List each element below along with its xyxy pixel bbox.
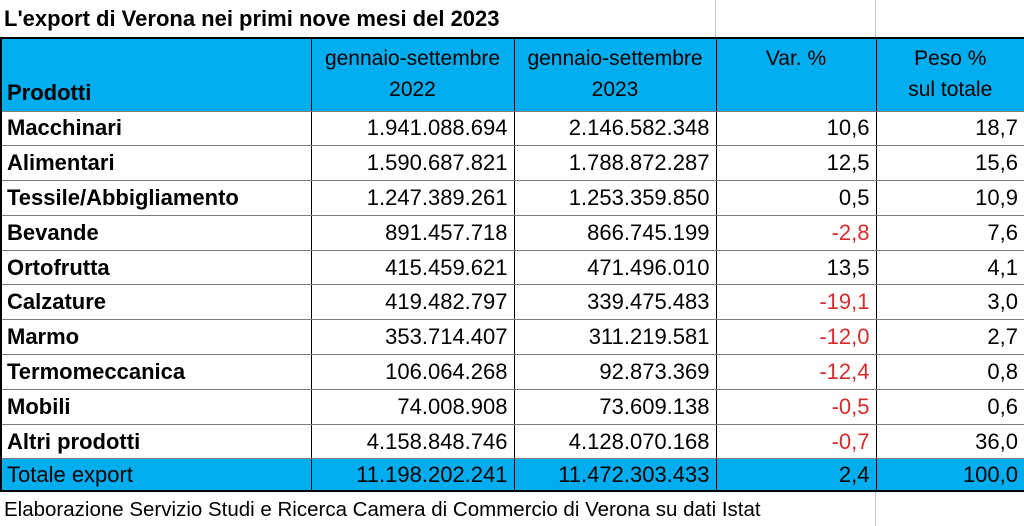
total-variation-cell: 2,4 <box>715 458 877 492</box>
weight-cell: 2,7 <box>875 319 1024 356</box>
col-header-variation: Var. % <box>715 37 877 112</box>
product-cell: Marmo <box>0 319 312 356</box>
col-header-2023-line2: 2023 <box>591 78 639 101</box>
value-2023-cell: 339.475.483 <box>513 284 717 321</box>
page-title: L'export di Verona nei primi nove mesi d… <box>4 5 500 31</box>
product-cell: Mobili <box>0 388 312 425</box>
weight-cell: 36,0 <box>875 423 1024 460</box>
variation-cell: 0,5 <box>715 180 877 216</box>
value-2022-cell: 353.714.407 <box>310 319 515 356</box>
value-2022-cell: 1.941.088.694 <box>310 110 515 147</box>
product-cell: Calzature <box>0 284 312 321</box>
variation-cell: 12,5 <box>715 145 877 182</box>
total-weight-cell: 100,0 <box>875 458 1024 492</box>
col-header-2022: gennaio-settembre 2022 <box>310 37 515 112</box>
variation-cell: -2,8 <box>715 214 877 251</box>
value-2023-cell: 1.253.359.850 <box>513 180 717 216</box>
total-row: Totale export 11.198.202.241 11.472.303.… <box>0 458 1024 492</box>
table-row: Calzature 419.482.797 339.475.483 -19,1 3,0 <box>0 284 1024 321</box>
col-header-2023-line1: gennaio-settembre <box>527 47 703 70</box>
gridline-vertical <box>875 491 876 526</box>
value-2023-cell: 1.788.872.287 <box>513 145 717 182</box>
col-header-weight-line2: sul totale <box>908 78 993 101</box>
product-cell: Ortofrutta <box>0 249 312 286</box>
product-cell: Bevande <box>0 214 312 251</box>
col-header-weight: Peso % sul totale <box>875 37 1024 112</box>
product-cell: Termomeccanica <box>0 354 312 390</box>
table-row: Tessile/Abbigliamento 1.247.389.261 1.253.… <box>0 180 1024 216</box>
weight-cell: 0,6 <box>875 388 1024 425</box>
weight-cell: 18,7 <box>875 110 1024 147</box>
value-2022-cell: 1.590.687.821 <box>310 145 515 182</box>
table-row: Marmo 353.714.407 311.219.581 -12,0 2,7 <box>0 319 1024 356</box>
product-cell: Alimentari <box>0 145 312 182</box>
value-2023-cell: 471.496.010 <box>513 249 717 286</box>
header-row: Prodotti gennaio-settembre 2022 gennaio-… <box>0 37 1024 112</box>
variation-cell: -12,0 <box>715 319 877 356</box>
value-2022-cell: 106.064.268 <box>310 354 515 390</box>
col-header-2022-line2: 2022 <box>389 78 436 101</box>
col-header-2022-line1: gennaio-settembre <box>324 47 501 70</box>
col-header-prodotti: Prodotti <box>0 37 312 112</box>
product-cell: Macchinari <box>0 110 312 147</box>
table-row: Macchinari 1.941.088.694 2.146.582.348 10,6… <box>0 110 1024 147</box>
weight-cell: 3,0 <box>875 284 1024 321</box>
table-row: Bevande 891.457.718 866.745.199 -2,8 7,6 <box>0 214 1024 251</box>
weight-cell: 0,8 <box>875 354 1024 390</box>
value-2022-cell: 891.457.718 <box>310 214 515 251</box>
variation-cell: 10,6 <box>715 110 877 147</box>
weight-cell: 10,9 <box>875 180 1024 216</box>
weight-cell: 4,1 <box>875 249 1024 286</box>
value-2023-cell: 73.609.138 <box>513 388 717 425</box>
weight-cell: 7,6 <box>875 214 1024 251</box>
source-note: Elaborazione Servizio Studi e Ricerca Ca… <box>4 497 761 521</box>
value-2022-cell: 1.247.389.261 <box>310 180 515 216</box>
table-row: Ortofrutta 415.459.621 471.496.010 13,5 4,1 <box>0 249 1024 286</box>
weight-cell: 15,6 <box>875 145 1024 182</box>
table-body: Macchinari 1.941.088.694 2.146.582.348 10,6… <box>0 110 1024 460</box>
value-2022-cell: 415.459.621 <box>310 249 515 286</box>
variation-cell: -0,5 <box>715 388 877 425</box>
table-row: Termomeccanica 106.064.268 92.873.369 -12,4… <box>0 354 1024 390</box>
variation-cell: -19,1 <box>715 284 877 321</box>
gridline-vertical <box>715 0 716 37</box>
table-row: Altri prodotti 4.158.848.746 4.128.070.168… <box>0 423 1024 460</box>
title-row: L'export di Verona nei primi nove mesi d… <box>0 0 1024 37</box>
total-value-2022-cell: 11.198.202.241 <box>310 458 515 492</box>
value-2023-cell: 2.146.582.348 <box>513 110 717 147</box>
table-row: Mobili 74.008.908 73.609.138 -0,5 0,6 <box>0 388 1024 425</box>
col-header-variation-label: Var. % <box>765 47 827 70</box>
value-2022-cell: 419.482.797 <box>310 284 515 321</box>
value-2023-cell: 92.873.369 <box>513 354 717 390</box>
value-2022-cell: 74.008.908 <box>310 388 515 425</box>
value-2022-cell: 4.158.848.746 <box>310 423 515 460</box>
source-note-row: Elaborazione Servizio Studi e Ricerca Ca… <box>0 491 1024 526</box>
product-cell: Tessile/Abbigliamento <box>0 180 312 216</box>
variation-cell: -0,7 <box>715 423 877 460</box>
product-cell: Altri prodotti <box>0 423 312 460</box>
table-total-body: Totale export 11.198.202.241 11.472.303.… <box>0 458 1024 492</box>
total-value-2023-cell: 11.472.303.433 <box>513 458 717 492</box>
total-label-cell: Totale export <box>0 458 312 492</box>
col-header-weight-line1: Peso % <box>914 47 987 70</box>
gridline-vertical <box>875 0 876 37</box>
col-header-2023: gennaio-settembre 2023 <box>513 37 717 112</box>
variation-cell: -12,4 <box>715 354 877 390</box>
value-2023-cell: 4.128.070.168 <box>513 423 717 460</box>
value-2023-cell: 866.745.199 <box>513 214 717 251</box>
variation-cell: 13,5 <box>715 249 877 286</box>
table-row: Alimentari 1.590.687.821 1.788.872.287 12,5… <box>0 145 1024 182</box>
export-table: Prodotti gennaio-settembre 2022 gennaio-… <box>0 37 1024 492</box>
value-2023-cell: 311.219.581 <box>513 319 717 356</box>
